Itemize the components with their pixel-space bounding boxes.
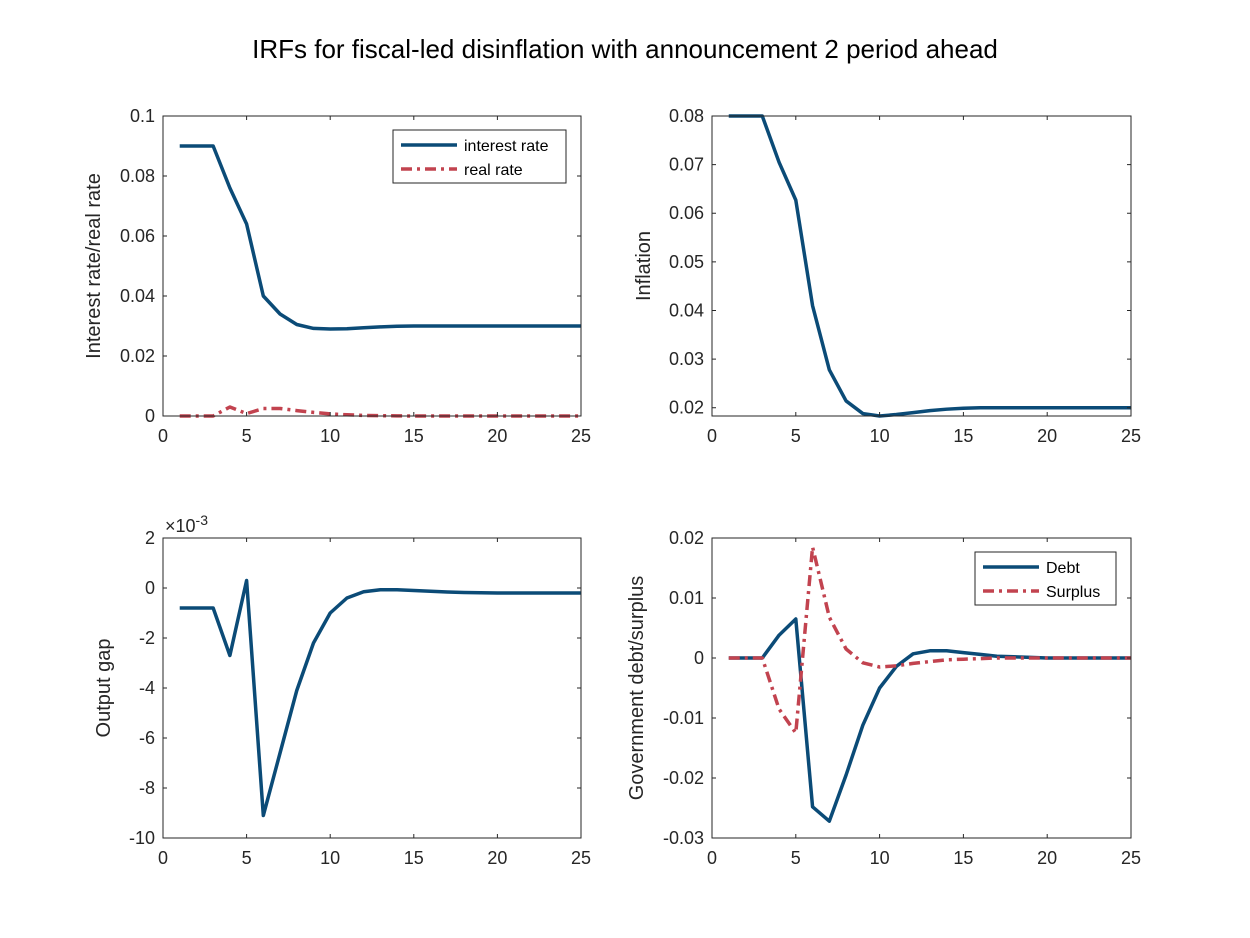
panel-1: 0 5 10 15 20 25 0 0.02 0.04 0.06 0.08 0.1 Interest r… bbox=[83, 106, 591, 446]
y-exponent-label: ×10-3 bbox=[165, 512, 208, 536]
x-tick-label: 5 bbox=[242, 848, 252, 868]
x-tick-label: 25 bbox=[571, 426, 591, 446]
y-tick-label: 0.06 bbox=[120, 226, 155, 246]
x-tick-label: 0 bbox=[707, 848, 717, 868]
x-tick-label: 15 bbox=[404, 848, 424, 868]
x-tick-label: 20 bbox=[1037, 848, 1057, 868]
x-tick-label: 10 bbox=[870, 426, 890, 446]
y-tick-label: 0.08 bbox=[669, 106, 704, 126]
legend-label: real rate bbox=[464, 162, 523, 179]
axes-box bbox=[711, 115, 1132, 417]
y-tick-label: -0.01 bbox=[663, 708, 704, 728]
y-tick-label: 0.07 bbox=[669, 155, 704, 175]
figure-title: IRFs for fiscal-led disinflation with an… bbox=[252, 34, 998, 64]
x-tick-label: 10 bbox=[320, 848, 340, 868]
axes-box bbox=[162, 115, 582, 417]
y-tick-label: 0 bbox=[694, 648, 704, 668]
x-tick-label: 15 bbox=[953, 426, 973, 446]
y-tick-label: -10 bbox=[129, 828, 155, 848]
y-tick-label: 0.04 bbox=[120, 286, 155, 306]
y-tick-label: 0.02 bbox=[669, 528, 704, 548]
y-tick-label: 0.02 bbox=[120, 346, 155, 366]
legend-box bbox=[392, 129, 567, 184]
x-tick-label: 25 bbox=[1121, 426, 1141, 446]
y-tick-label: -8 bbox=[139, 778, 155, 798]
legend: Debt Surplus bbox=[974, 551, 1117, 606]
x-tick-label: 0 bbox=[707, 426, 717, 446]
series-line-real-rate bbox=[179, 405, 581, 418]
y-tick-label: 0.01 bbox=[669, 588, 704, 608]
y-tick-label: -4 bbox=[139, 678, 155, 698]
y-tick-label: 0.04 bbox=[669, 300, 704, 320]
y-tick-label: 0.05 bbox=[669, 252, 704, 272]
panel-3: 0 5 10 15 20 25 -10 -8 -6 -4 -2 0 2 ×10-3 Output gap bbox=[93, 512, 591, 868]
y-tick-label: 2 bbox=[145, 528, 155, 548]
y-tick-label: 0.03 bbox=[669, 349, 704, 369]
x-tick-label: 15 bbox=[953, 848, 973, 868]
y-tick-label: 0.08 bbox=[120, 166, 155, 186]
axes-box bbox=[711, 537, 1132, 839]
x-tick-label: 5 bbox=[242, 426, 252, 446]
x-tick-label: 25 bbox=[571, 848, 591, 868]
x-tick-label: 20 bbox=[487, 426, 507, 446]
y-tick-label: 0.02 bbox=[669, 398, 704, 418]
y-tick-label: -6 bbox=[139, 728, 155, 748]
panel-2: 0 5 10 15 20 25 0.02 0.03 0.04 0.05 0.06 0.07 0.08 In… bbox=[633, 106, 1141, 446]
y-exponent-power: -3 bbox=[196, 512, 209, 528]
legend: interest rate real rate bbox=[392, 129, 567, 184]
series-line-1 bbox=[179, 578, 581, 818]
x-tick-label: 5 bbox=[791, 426, 801, 446]
x-tick-label: 0 bbox=[158, 426, 168, 446]
x-tick-label: 20 bbox=[1037, 426, 1057, 446]
y-tick-label: -0.03 bbox=[663, 828, 704, 848]
axes-box bbox=[162, 537, 582, 839]
y-axis-title: Government debt/surplus bbox=[626, 576, 648, 801]
y-tick-label: -0.02 bbox=[663, 768, 704, 788]
legend-label: Surplus bbox=[1046, 584, 1100, 601]
legend-label: Debt bbox=[1046, 560, 1080, 577]
legend-label: interest rate bbox=[464, 138, 549, 155]
y-axis-title: Interest rate/real rate bbox=[83, 173, 105, 359]
series-line-1 bbox=[728, 114, 1131, 418]
y-tick-label: 0.06 bbox=[669, 203, 704, 223]
x-tick-label: 20 bbox=[487, 848, 507, 868]
x-tick-label: 10 bbox=[320, 426, 340, 446]
y-tick-label: 0 bbox=[145, 406, 155, 426]
series-line-interest-rate bbox=[179, 144, 581, 331]
x-tick-label: 15 bbox=[404, 426, 424, 446]
series-line-debt bbox=[728, 617, 1131, 823]
y-tick-label: -2 bbox=[139, 628, 155, 648]
legend-box bbox=[974, 551, 1117, 606]
x-tick-label: 0 bbox=[158, 848, 168, 868]
y-tick-label: 0.1 bbox=[130, 106, 155, 126]
x-tick-label: 25 bbox=[1121, 848, 1141, 868]
y-axis-title: Output gap bbox=[93, 639, 115, 738]
y-axis-title: Inflation bbox=[633, 231, 655, 301]
x-tick-label: 5 bbox=[791, 848, 801, 868]
x-tick-label: 10 bbox=[870, 848, 890, 868]
y-tick-label: 0 bbox=[145, 578, 155, 598]
panel-4: 0 5 10 15 20 25 -0.03 -0.02 -0.01 0 0.01 0.02 Govern… bbox=[626, 528, 1141, 868]
